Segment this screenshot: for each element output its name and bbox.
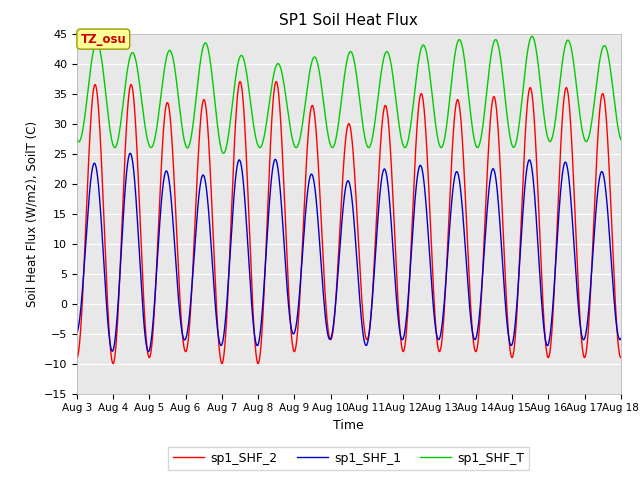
sp1_SHF_T — [617, 137, 625, 143]
sp1_SHF_2 — [109, 360, 117, 366]
sp1_SHF_T — [528, 34, 536, 39]
sp1_SHF_T — [73, 137, 81, 143]
sp1_SHF_1 — [617, 336, 625, 342]
sp1_SHF_1 — [135, 244, 143, 250]
sp1_SHF_1 — [168, 200, 175, 206]
Legend: sp1_SHF_2, sp1_SHF_1, sp1_SHF_T: sp1_SHF_2, sp1_SHF_1, sp1_SHF_T — [168, 447, 529, 469]
sp1_SHF_2 — [168, 128, 175, 134]
sp1_SHF_1 — [73, 330, 81, 336]
sp1_SHF_2 — [282, 227, 290, 233]
sp1_SHF_1 — [305, 177, 313, 182]
sp1_SHF_1 — [145, 348, 152, 354]
Y-axis label: Soil Heat Flux (W/m2), SoilT (C): Soil Heat Flux (W/m2), SoilT (C) — [25, 120, 38, 307]
sp1_SHF_T — [282, 92, 289, 98]
sp1_SHF_T — [607, 67, 614, 72]
sp1_SHF_2 — [73, 355, 81, 360]
sp1_SHF_1 — [127, 150, 134, 156]
sp1_SHF_2 — [305, 118, 313, 123]
X-axis label: Time: Time — [333, 419, 364, 432]
sp1_SHF_1 — [607, 247, 614, 252]
sp1_SHF_2 — [236, 79, 244, 84]
sp1_SHF_T — [220, 150, 227, 156]
sp1_SHF_T — [167, 49, 175, 55]
sp1_SHF_1 — [548, 315, 556, 321]
Line: sp1_SHF_1: sp1_SHF_1 — [77, 153, 621, 351]
Title: SP1 Soil Heat Flux: SP1 Soil Heat Flux — [280, 13, 418, 28]
sp1_SHF_2 — [607, 194, 614, 200]
Text: TZ_osu: TZ_osu — [81, 33, 126, 46]
sp1_SHF_2 — [617, 355, 625, 360]
sp1_SHF_T — [548, 136, 556, 142]
sp1_SHF_2 — [548, 329, 556, 335]
Line: sp1_SHF_T: sp1_SHF_T — [77, 36, 621, 153]
sp1_SHF_2 — [135, 192, 143, 198]
sp1_SHF_1 — [282, 266, 290, 272]
Line: sp1_SHF_2: sp1_SHF_2 — [77, 82, 621, 363]
sp1_SHF_T — [135, 75, 143, 81]
sp1_SHF_T — [305, 72, 313, 78]
